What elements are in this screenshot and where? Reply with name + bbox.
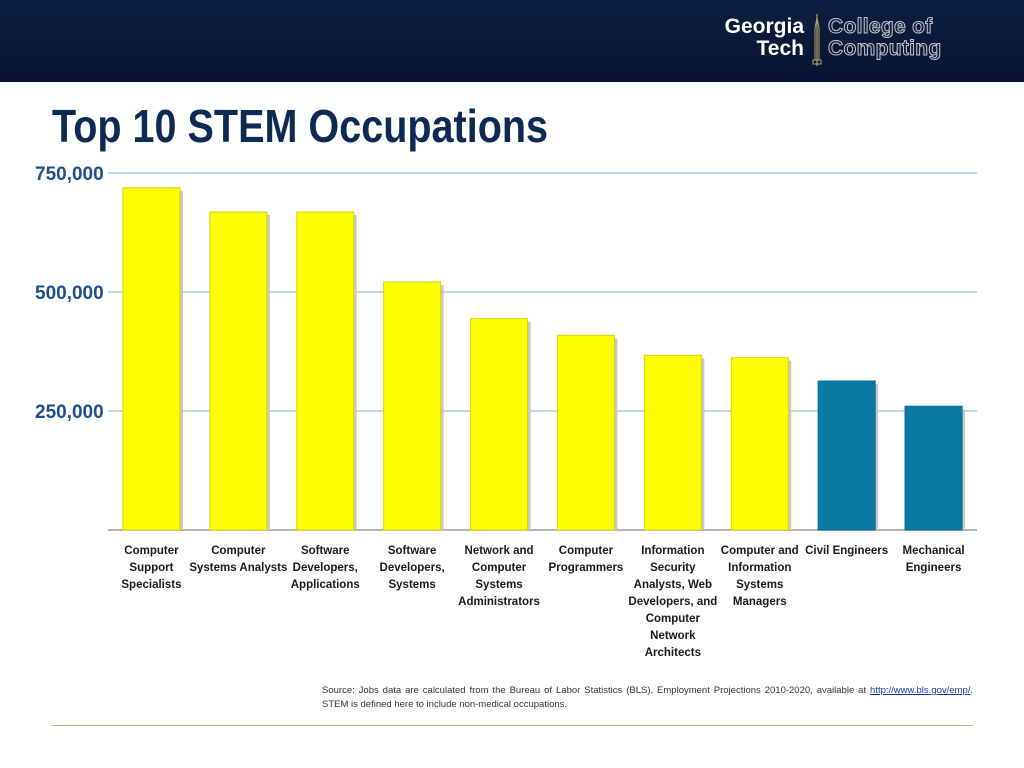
x-category-label: Information xyxy=(641,545,704,557)
bar xyxy=(122,187,181,531)
x-category-label: Analysts, Web xyxy=(634,579,712,591)
x-category-label: Computer xyxy=(646,613,701,625)
header-banner: Georgia Tech College of Computing xyxy=(0,0,1024,82)
bls-link[interactable]: http://www.bls.gov/emp/ xyxy=(870,685,971,696)
x-category-label: Systems xyxy=(388,579,435,591)
x-category-label: Managers xyxy=(733,596,787,608)
x-category-label: Civil Engineers xyxy=(805,545,888,557)
x-category-label: Computer xyxy=(559,545,614,557)
page-title: Top 10 STEM Occupations xyxy=(52,100,549,152)
x-category-label: Computer xyxy=(472,562,527,574)
bar xyxy=(296,211,355,531)
logo-coc-line-2: Computing xyxy=(828,37,942,60)
bar xyxy=(730,357,789,531)
x-category-label: Network and xyxy=(465,545,534,557)
x-category-label: Developers, and xyxy=(628,596,717,608)
bar xyxy=(643,354,702,531)
logo-coc-line-1: College of xyxy=(828,15,933,38)
x-category-label: Specialists xyxy=(121,579,181,591)
x-category-label: Computer and xyxy=(721,545,799,557)
x-category-label: Systems xyxy=(736,579,783,591)
y-tick-label: 250,000 xyxy=(35,402,104,423)
source-note: Source: Jobs data are calculated from th… xyxy=(322,684,973,712)
bar xyxy=(556,334,615,531)
x-category-label: Network xyxy=(650,630,696,642)
bar xyxy=(817,380,876,531)
college-of-computing-wordmark: College of Computing xyxy=(828,15,988,60)
x-category-label: Programmers xyxy=(549,562,624,574)
stem-occupations-bar-chart: 250,000 500,000 750,000 Computer Support Spec… xyxy=(35,164,977,659)
source-note-suffix: . STEM is defined here to include non-me… xyxy=(322,685,974,710)
x-category-label: Developers, xyxy=(293,562,358,574)
x-category-label: Security xyxy=(650,562,696,574)
bar xyxy=(209,211,268,531)
x-category-label: Systems xyxy=(475,579,522,591)
y-tick-label: 750,000 xyxy=(35,164,104,185)
x-category-label: Administrators xyxy=(458,596,540,608)
bar xyxy=(383,281,442,531)
tech-tower-icon xyxy=(812,14,822,66)
bar xyxy=(470,318,529,531)
y-tick-label: 500,000 xyxy=(35,283,104,304)
x-category-label: Support xyxy=(129,562,173,574)
x-category-label: Systems Analysts xyxy=(189,562,287,574)
x-category-label: Engineers xyxy=(906,562,962,574)
logo-line-2: Tech xyxy=(756,37,804,60)
x-category-label: Computer xyxy=(124,545,179,557)
footer-divider xyxy=(52,725,973,726)
georgia-tech-wordmark: Georgia Tech xyxy=(698,16,804,60)
bar xyxy=(904,405,963,531)
x-category-label: Applications xyxy=(291,579,360,591)
x-category-label: Architects xyxy=(645,647,701,659)
logo-line-1: Georgia xyxy=(724,15,804,38)
x-category-label: Mechanical xyxy=(903,545,965,557)
x-category-label: Developers, xyxy=(380,562,445,574)
x-category-label: Software xyxy=(388,545,437,557)
source-note-text: Source: Jobs data are calculated from th… xyxy=(322,685,867,696)
x-category-label: Software xyxy=(301,545,350,557)
x-category-label: Information xyxy=(728,562,791,574)
x-category-label: Computer xyxy=(211,545,266,557)
